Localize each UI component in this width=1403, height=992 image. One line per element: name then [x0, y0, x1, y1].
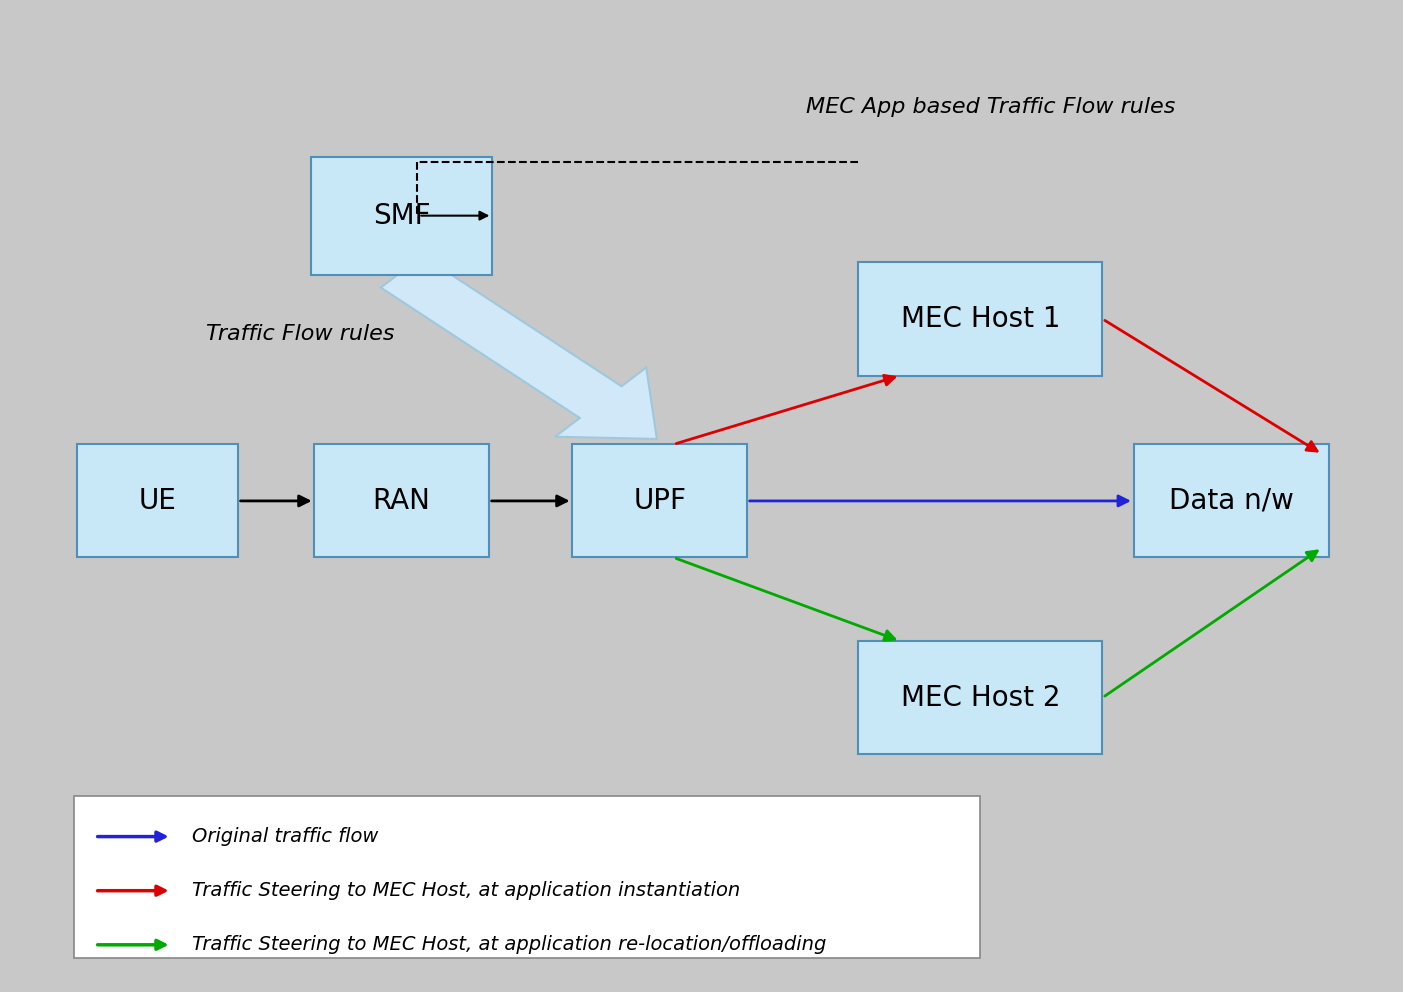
- Text: Data n/w: Data n/w: [1169, 487, 1294, 515]
- Text: Original traffic flow: Original traffic flow: [192, 827, 379, 846]
- Text: Traffic Steering to MEC Host, at application instantiation: Traffic Steering to MEC Host, at applica…: [192, 881, 741, 900]
- Text: RAN: RAN: [373, 487, 431, 515]
- FancyBboxPatch shape: [74, 796, 981, 958]
- Text: UPF: UPF: [633, 487, 686, 515]
- FancyBboxPatch shape: [859, 262, 1103, 376]
- FancyBboxPatch shape: [859, 641, 1103, 754]
- Polygon shape: [380, 256, 657, 438]
- FancyBboxPatch shape: [1134, 444, 1329, 558]
- Text: Traffic Flow rules: Traffic Flow rules: [206, 323, 394, 343]
- FancyBboxPatch shape: [572, 444, 746, 558]
- FancyBboxPatch shape: [77, 444, 237, 558]
- Text: UE: UE: [139, 487, 177, 515]
- FancyBboxPatch shape: [311, 157, 492, 275]
- Text: MEC Host 2: MEC Host 2: [901, 683, 1061, 711]
- Text: SMF: SMF: [373, 201, 431, 230]
- FancyBboxPatch shape: [314, 444, 488, 558]
- Text: Traffic Steering to MEC Host, at application re-location/offloading: Traffic Steering to MEC Host, at applica…: [192, 935, 826, 954]
- Text: MEC App based Traffic Flow rules: MEC App based Traffic Flow rules: [807, 97, 1176, 117]
- Text: MEC Host 1: MEC Host 1: [901, 305, 1061, 333]
